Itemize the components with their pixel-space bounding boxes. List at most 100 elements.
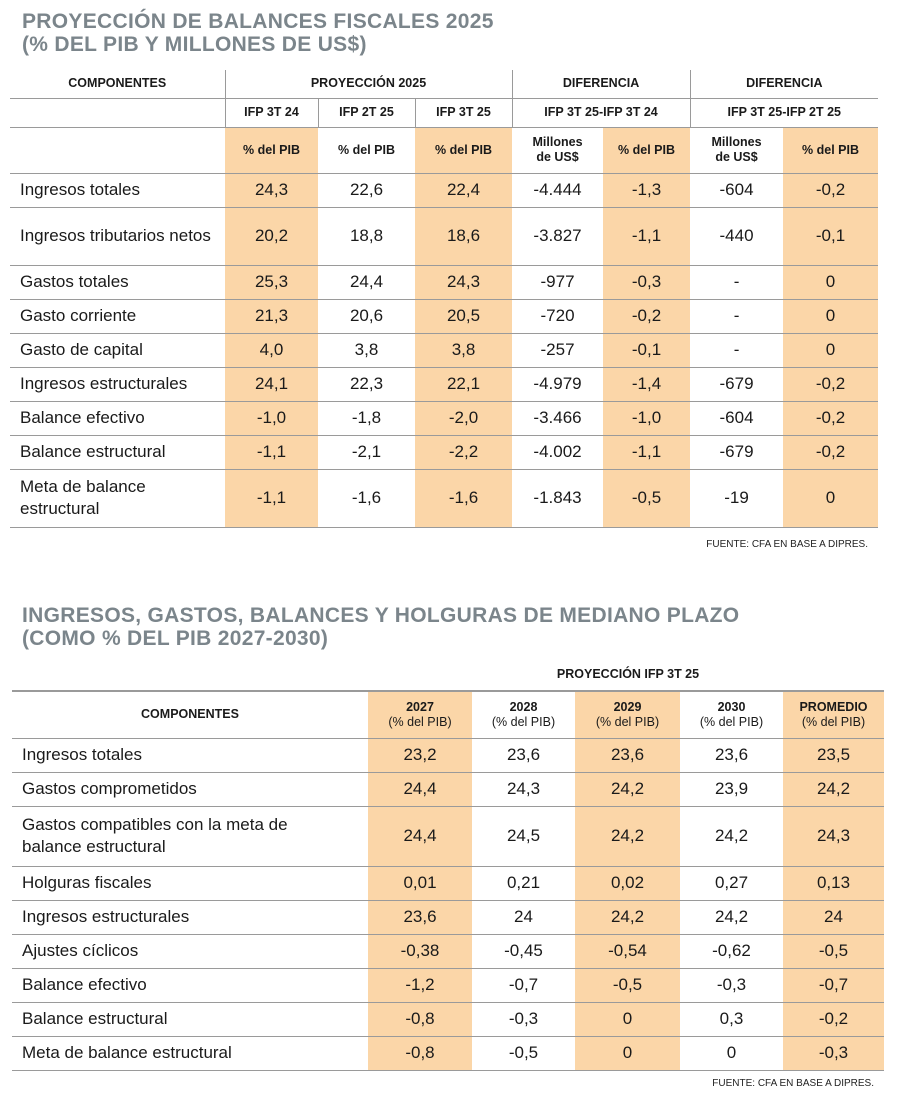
cell-value: 0,02: [575, 866, 680, 901]
cell-value: -0,1: [603, 333, 691, 368]
table-row: Holguras fiscales 0,01 0,21 0,02 0,27 0,13: [12, 866, 884, 901]
table-row: Gasto corriente 21,3 20,6 20,5 -720 -0,2-0: [10, 299, 879, 334]
row-label: Ajustes cíclicos: [12, 934, 368, 969]
column-unit: (% del PIB): [491, 714, 556, 729]
cell-value: 23,6: [472, 738, 575, 773]
cell-value: -: [690, 265, 784, 300]
cell-value: 18,6: [415, 207, 513, 266]
row-label: Balance efectivo: [10, 401, 225, 436]
cell-value: -977: [512, 265, 604, 300]
cell-value: 23,6: [680, 738, 783, 773]
cell-value: -1,1: [225, 435, 318, 470]
cell-value: 23,2: [368, 738, 472, 773]
cell-value: -4.002: [512, 435, 604, 470]
cell-value: 0,3: [680, 1002, 783, 1037]
cell-value: 3,8: [415, 333, 513, 368]
title-line: (COMO % DEL PIB 2027-2030): [22, 627, 329, 650]
title-line: (% DEL PIB Y MILLONES DE US$): [22, 33, 367, 56]
unit-header: Millones de US$: [690, 127, 784, 174]
cell-value: 24,4: [368, 806, 472, 867]
table-row: Ingresos tributarios netos 20,2 18,8 18,6 -3…: [10, 207, 879, 266]
row-label: Ingresos totales: [12, 738, 368, 773]
cell-value: 24,3: [225, 173, 318, 208]
column-year: 2029: [613, 699, 642, 714]
cell-value: 24,2: [783, 772, 884, 807]
column-year: PROMEDIO: [799, 699, 868, 714]
cell-value: -0,3: [472, 1002, 575, 1037]
cell-value: 22,3: [318, 367, 415, 402]
cell-value: 24,2: [680, 900, 783, 935]
row-label: Gasto de capital: [10, 333, 225, 368]
cell-value: 25,3: [225, 265, 318, 300]
row-label: Balance efectivo: [12, 968, 368, 1003]
column-unit: (% del PIB): [388, 714, 452, 729]
cell-value: -: [690, 299, 784, 334]
cell-value: 22,4: [415, 173, 513, 208]
cell-value: -679: [690, 367, 784, 402]
sub-header: IFP 3T 25-IFP 2T 25: [689, 98, 879, 128]
column-unit: (% del PIB): [801, 714, 866, 729]
blank: [10, 127, 225, 174]
cell-value: 24,5: [472, 806, 575, 867]
cell-value: 0: [783, 299, 879, 334]
cell-value: -0,5: [472, 1036, 575, 1071]
cell-value: -3.827: [512, 207, 604, 266]
cell-value: 23,5: [783, 738, 884, 773]
cell-value: 24,2: [575, 772, 680, 807]
row-label: Holguras fiscales: [12, 866, 368, 901]
cell-value: -0,3: [603, 265, 691, 300]
row-label: Ingresos estructurales: [10, 367, 225, 402]
cell-value: -1,1: [603, 435, 691, 470]
table-row: Ingresos estructurales 23,6 24 24,2 24,2 24: [12, 900, 884, 935]
cell-value: -: [690, 333, 784, 368]
cell-value: 24,2: [575, 900, 680, 935]
column-header: 2028 (% del PIB): [472, 691, 575, 739]
cell-value: -0,2: [603, 299, 691, 334]
cell-value: -0,5: [783, 934, 884, 969]
cell-value: -2,1: [318, 435, 415, 470]
row-label: Gastos totales: [10, 265, 225, 300]
unit-header: % del PIB: [225, 127, 318, 174]
cell-value: 0: [783, 469, 879, 528]
cell-value: 0: [680, 1036, 783, 1071]
cell-value: 20,5: [415, 299, 513, 334]
cell-value: 24,2: [680, 806, 783, 867]
cell-value: -2,0: [415, 401, 513, 436]
row-label: Balance estructural: [10, 435, 225, 470]
table-row: Balance efectivo -1,0 -1,8 -2,0 -3.466 -1,0 -6…: [10, 401, 879, 436]
unit-header: % del PIB: [603, 127, 691, 174]
cell-value: 18,8: [318, 207, 415, 266]
cell-value: -1,3: [603, 173, 691, 208]
row-label: Gastos compatibles con la meta de balanc…: [12, 806, 368, 867]
cell-value: -0,54: [575, 934, 680, 969]
table-row: Gasto de capital 4,0 3,8 3,8 -257 -0,1-0: [10, 333, 879, 368]
cell-value: -4.979: [512, 367, 604, 402]
table-row: Gastos totales 25,3 24,4 24,3 -977 -0,3-0: [10, 265, 879, 300]
table-row: Ingresos totales 23,2 23,6 23,6 23,6 23,5: [12, 738, 884, 773]
cell-value: -604: [690, 173, 784, 208]
cell-value: 20,2: [225, 207, 318, 266]
cell-value: 24,3: [415, 265, 513, 300]
cell-value: 0,27: [680, 866, 783, 901]
cell-value: -0,1: [783, 207, 879, 266]
cell-value: 21,3: [225, 299, 318, 334]
table-row: Meta de balance estructural -0,8 -0,5 0 0 -0,…: [12, 1036, 884, 1071]
cell-value: 24,4: [368, 772, 472, 807]
sub-header: IFP 3T 25: [414, 98, 513, 128]
cell-value: 4,0: [225, 333, 318, 368]
cell-value: 24,2: [575, 806, 680, 867]
table1-title: PROYECCIÓN DE BALANCES FISCALES 2025 (% D…: [22, 10, 494, 56]
cell-value: 3,8: [318, 333, 415, 368]
cell-value: -0,2: [783, 367, 879, 402]
column-unit: (% del PIB): [595, 714, 660, 729]
cell-value: -1,4: [603, 367, 691, 402]
header-diferencia-2: DIFERENCIA: [689, 70, 879, 99]
cell-value: -1,0: [603, 401, 691, 436]
cell-value: -257: [512, 333, 604, 368]
cell-value: 0: [783, 265, 879, 300]
column-year: 2027: [406, 699, 434, 714]
column-unit: (% del PIB): [699, 714, 764, 729]
cell-value: 0: [575, 1036, 680, 1071]
sub-header: IFP 2T 25: [317, 98, 415, 128]
table2-title: INGRESOS, GASTOS, BALANCES Y HOLGURAS DE…: [22, 604, 739, 650]
